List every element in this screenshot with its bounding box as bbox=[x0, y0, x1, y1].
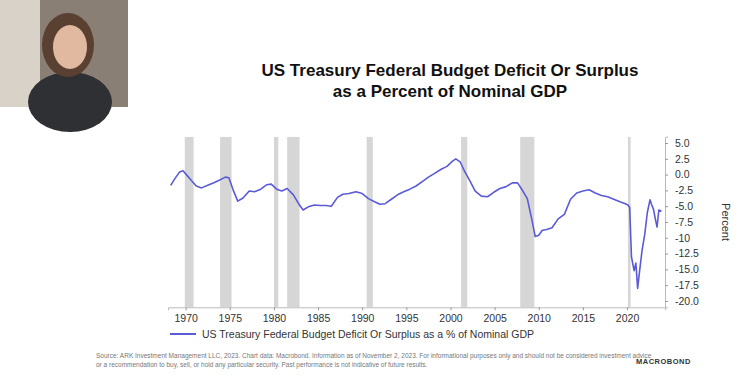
y-tick: -2.5 bbox=[665, 184, 693, 196]
x-tick-mark bbox=[539, 307, 540, 310]
y-tick: -20.0 bbox=[665, 295, 699, 307]
webcam-person-face bbox=[53, 25, 87, 69]
y-tick: -7.5 bbox=[665, 216, 693, 228]
axis-line bbox=[169, 308, 666, 311]
background bbox=[0, 0, 740, 379]
webcam-person-hair bbox=[42, 13, 94, 77]
x-tick-mark bbox=[406, 307, 407, 310]
y-tick-label: 2.5 bbox=[675, 153, 690, 165]
chart-title: US Treasury Federal Budget Deficit Or Su… bbox=[262, 61, 639, 101]
y-tick-mark bbox=[665, 285, 668, 286]
x-tick-mark bbox=[362, 307, 363, 310]
shaded-period bbox=[367, 137, 373, 308]
y-tick-label: -5.0 bbox=[675, 200, 693, 212]
y-tick-mark bbox=[665, 254, 668, 255]
x-tick: 2000 bbox=[439, 307, 463, 323]
y-tick: -12.5 bbox=[665, 247, 699, 259]
y-tick-mark bbox=[665, 159, 668, 160]
x-tick-mark bbox=[230, 307, 231, 310]
x-tick-label: 1975 bbox=[219, 312, 243, 324]
source-note: Source: ARK Investment Management LLC, 2… bbox=[96, 352, 652, 369]
x-tick-label: 2015 bbox=[572, 312, 596, 324]
y-tick: -5.0 bbox=[665, 200, 693, 212]
y-tick-mark bbox=[665, 206, 668, 207]
logo: MACROBOND bbox=[636, 357, 691, 366]
x-tick-mark bbox=[318, 307, 319, 310]
y-tick-mark bbox=[665, 143, 668, 144]
y-tick-mark bbox=[665, 238, 668, 239]
y-tick: -15.0 bbox=[665, 263, 699, 275]
y-tick-mark bbox=[665, 190, 668, 191]
x-tick-label: 1970 bbox=[174, 312, 198, 324]
y-tick: -17.5 bbox=[665, 279, 699, 291]
y-tick: -10 bbox=[665, 232, 690, 244]
x-tick: 2020 bbox=[616, 307, 640, 323]
x-tick-label: 1990 bbox=[351, 312, 375, 324]
y-tick-label: -2.5 bbox=[675, 184, 693, 196]
y-tick-mark bbox=[665, 301, 668, 302]
y-tick-mark bbox=[665, 175, 668, 176]
x-tick-mark bbox=[274, 307, 275, 310]
y-tick-label: -17.5 bbox=[675, 279, 699, 291]
x-tick-label: 1980 bbox=[263, 312, 287, 324]
plot-area bbox=[171, 137, 662, 308]
y-tick-label: -15.0 bbox=[675, 263, 699, 275]
y-tick-label: 5.0 bbox=[675, 137, 690, 149]
y-tick-label: -20.0 bbox=[675, 295, 699, 307]
x-tick-mark bbox=[186, 307, 187, 310]
y-tick-label: -12.5 bbox=[675, 247, 699, 259]
y-tick-label: -10 bbox=[675, 232, 690, 244]
x-tick-mark bbox=[627, 307, 628, 310]
y-tick-mark bbox=[665, 269, 668, 270]
x-tick-label: 1995 bbox=[395, 312, 419, 324]
x-tick: 1990 bbox=[351, 307, 375, 323]
x-tick-mark bbox=[495, 307, 496, 310]
y-tick-label: -7.5 bbox=[675, 216, 693, 228]
x-tick-label: 2010 bbox=[528, 312, 552, 324]
axis-line bbox=[666, 137, 669, 308]
x-tick-label: 2020 bbox=[616, 312, 640, 324]
shaded-period bbox=[461, 137, 467, 308]
x-tick-label: 2005 bbox=[483, 312, 507, 324]
webcam-video bbox=[0, 0, 128, 132]
y-tick-label: 0.0 bbox=[675, 168, 690, 180]
y-axis-title: Percent bbox=[720, 203, 732, 241]
x-tick: 1980 bbox=[263, 307, 287, 323]
x-tick: 1995 bbox=[395, 307, 419, 323]
series-line bbox=[171, 159, 662, 289]
x-tick-label: 1985 bbox=[307, 312, 331, 324]
legend-swatch bbox=[170, 333, 196, 335]
x-tick: 1975 bbox=[219, 307, 243, 323]
x-tick: 1970 bbox=[174, 307, 198, 323]
slide: 1970 1975 1980 1985 1990 1995 2000 2005 2010 2015… bbox=[0, 0, 740, 379]
y-tick-mark bbox=[665, 222, 668, 223]
x-tick: 2005 bbox=[483, 307, 507, 323]
webcam-person-body bbox=[28, 72, 112, 132]
shaded-period bbox=[220, 137, 231, 308]
x-tick: 1985 bbox=[307, 307, 331, 323]
x-tick: 2015 bbox=[572, 307, 596, 323]
y-tick: 5.0 bbox=[665, 137, 690, 149]
legend-label: US Treasury Federal Budget Deficit Or Su… bbox=[202, 328, 534, 340]
x-tick-label: 2000 bbox=[439, 312, 463, 324]
y-tick: 0.0 bbox=[665, 168, 690, 180]
y-axis: 5.0 2.5 0.0 -2.5 -5.0 -7.5 -10 -12.5 -15.0 -17.5 -… bbox=[665, 137, 699, 308]
legend: US Treasury Federal Budget Deficit Or Su… bbox=[170, 328, 534, 340]
x-axis: 1970 1975 1980 1985 1990 1995 2000 2005 2010 2015… bbox=[169, 307, 666, 323]
shaded-period bbox=[287, 137, 299, 308]
x-tick-mark bbox=[583, 307, 584, 310]
x-tick: 2010 bbox=[528, 307, 552, 323]
x-tick-mark bbox=[450, 307, 451, 310]
y-tick: 2.5 bbox=[665, 153, 690, 165]
shaded-period bbox=[185, 137, 194, 308]
shaded-period bbox=[274, 137, 278, 308]
